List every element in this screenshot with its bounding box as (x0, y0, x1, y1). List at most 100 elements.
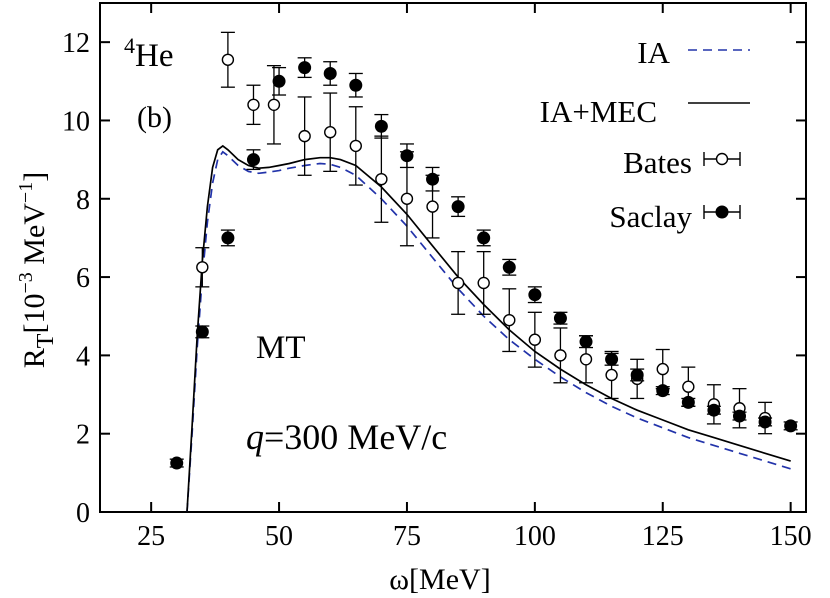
bates-point (604, 350, 619, 400)
saclay-point (502, 258, 517, 276)
y-tick-label: 10 (62, 106, 90, 137)
bates-marker (400, 192, 414, 205)
y-axis-unit: [10 (18, 294, 51, 334)
y-tick-label: 12 (62, 28, 90, 59)
bates-marker (579, 353, 593, 366)
saclay-point (195, 325, 210, 339)
saclay-point (758, 415, 773, 429)
bates-point (502, 288, 517, 353)
legend-entry-bates: Bates (623, 145, 741, 180)
bates-marker (349, 139, 362, 153)
legend-entry-ia-mec: IA+MEC (540, 94, 750, 129)
y-axis-unit-2: MeV (18, 203, 51, 272)
bates-marker (324, 126, 337, 139)
model-label: MT (256, 330, 306, 366)
y-axis-exponent-1: −3 (15, 272, 37, 293)
saclay-point (451, 196, 466, 218)
legend-label-ia-mec: IA+MEC (540, 94, 657, 129)
saclay-point (706, 403, 721, 417)
bates-marker (196, 261, 209, 274)
bates-point (476, 250, 491, 315)
saclay-marker (246, 153, 260, 167)
y-axis-close: ] (18, 172, 51, 182)
saclay-point (425, 166, 440, 192)
x-tick-label: 75 (393, 521, 421, 552)
bates-point (348, 106, 363, 186)
bates-marker (477, 276, 490, 290)
bates-marker (375, 172, 388, 186)
saclay-marker (272, 74, 286, 88)
y-tick-label: 6 (76, 263, 90, 294)
saclay-point (220, 229, 235, 247)
bates-point (266, 64, 281, 145)
x-axis-label: ω[MeV] (389, 563, 490, 596)
x-tick-label: 50 (265, 521, 293, 552)
saclay-point (374, 113, 389, 139)
bates-marker (221, 53, 235, 66)
saclay-marker (630, 368, 644, 382)
x-tick-label: 100 (514, 521, 556, 552)
y-axis-label: RT[10−3 MeV−1] (15, 172, 59, 368)
saclay-marker (477, 231, 491, 245)
bates-marker (554, 349, 567, 362)
nucleus-symbol: He (135, 38, 173, 74)
saclay-point (604, 352, 619, 366)
bates-point (297, 96, 312, 176)
saclay-marker (528, 288, 542, 302)
panel-label: (b) (137, 101, 172, 134)
bates-marker (528, 333, 542, 346)
plot-frame (99, 2, 807, 513)
bates-point (374, 135, 389, 223)
bates-marker (656, 362, 669, 376)
bates-marker (605, 368, 618, 382)
saclay-point (655, 384, 670, 398)
y-tick-label: 2 (76, 420, 90, 451)
saclay-point (272, 66, 287, 96)
saclay-point (399, 143, 414, 169)
model-curves (186, 144, 791, 512)
saclay-marker (298, 61, 312, 75)
bates-marker (247, 98, 260, 112)
y-tick-label: 8 (76, 185, 90, 216)
saclay-point (553, 311, 568, 325)
bates-point (451, 250, 466, 315)
nucleus-mass-number: 4 (124, 33, 135, 58)
axis-ticks: 25 50 75 100 125 150 0 2 4 6 8 10 12 (62, 3, 812, 552)
saclay-marker (400, 149, 414, 163)
saclay-marker (681, 395, 695, 409)
saclay-marker (758, 415, 772, 429)
bates-point (553, 327, 568, 384)
saclay-marker (195, 325, 209, 339)
saclay-point (323, 61, 338, 86)
bates-marker (682, 380, 695, 393)
bates-point (655, 348, 670, 390)
saclay-point (681, 395, 696, 409)
bates-point (220, 31, 235, 88)
bates-point (527, 311, 542, 368)
y-axis-symbol: R (18, 348, 51, 368)
bates-marker (426, 200, 439, 213)
series-line-ia-mec (186, 144, 791, 512)
bates-marker (503, 313, 516, 327)
saclay-marker (553, 311, 567, 325)
saclay-marker (349, 78, 363, 92)
saclay-point (630, 368, 645, 382)
saclay-marker (707, 403, 721, 417)
bates-marker (451, 276, 465, 290)
saclay-point (783, 419, 798, 433)
saclay-marker (426, 172, 440, 186)
bates-point (323, 92, 338, 173)
y-axis-subscript: T (33, 333, 59, 348)
saclay-point (732, 409, 747, 423)
bates-marker (267, 98, 281, 112)
legend-label-bates: Bates (623, 145, 692, 180)
saclay-marker (605, 352, 619, 366)
saclay-marker (374, 119, 388, 133)
data-points (169, 31, 798, 470)
x-tick-label: 25 (137, 521, 165, 552)
legend-entry-saclay: Saclay (609, 199, 741, 234)
saclay-point (527, 286, 542, 304)
bates-point (246, 84, 261, 126)
saclay-marker (502, 260, 516, 274)
